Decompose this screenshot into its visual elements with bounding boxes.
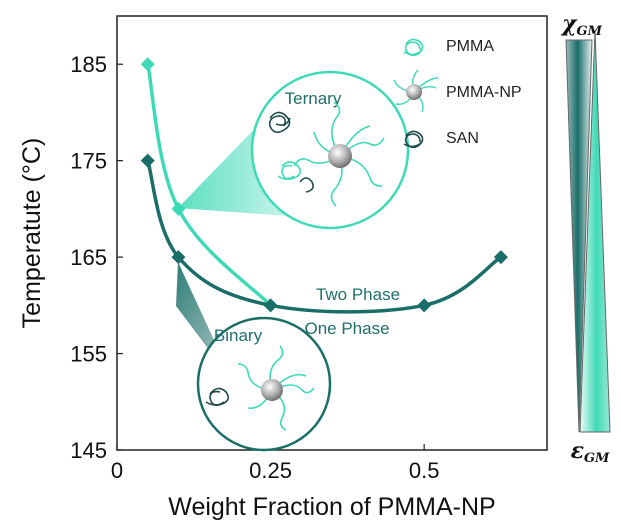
y-tick-label: 175 [70, 149, 107, 174]
binary-label: Binary [214, 326, 263, 345]
two-phase-label: Two Phase [316, 285, 400, 304]
series-2-point [417, 298, 432, 313]
san-chain-binary [205, 387, 230, 406]
side-bars: χGM εGM [560, 11, 611, 466]
ternary-label: Ternary [285, 89, 342, 108]
series-2-point [171, 250, 186, 265]
y-axis-ticks: 145 155 165 175 185 [70, 52, 123, 463]
chi-gm-bar [565, 39, 593, 433]
san-chain-ternary-2 [299, 177, 314, 193]
y-tick-label: 145 [70, 438, 107, 463]
legend-pmma-np-icon [393, 69, 439, 113]
x-tick-label: 0.5 [409, 458, 440, 483]
epsilon-gm-label: εGM [571, 438, 610, 466]
series-2-point [263, 298, 278, 313]
pmma-chain-ternary [277, 161, 302, 180]
x-tick-label: 0.25 [249, 458, 292, 483]
plot-frame [116, 15, 548, 451]
series-layer [140, 57, 508, 314]
pmma-np-particle-ternary [293, 101, 385, 207]
ternary-inset-content [268, 101, 385, 207]
binary-callout-fan [176, 262, 262, 420]
legend-pmma: PMMA [446, 38, 494, 55]
series-1-point [140, 57, 155, 72]
x-axis-ticks: 0 0.25 0.5 [111, 444, 440, 483]
y-tick-label: 185 [70, 52, 107, 77]
series-2-point [140, 153, 155, 168]
x-axis-title: Weight Fraction of PMMA-NP [168, 493, 495, 521]
legend-pmma-np: PMMA-NP [446, 84, 522, 101]
y-axis-title: Temperatute (°C) [18, 138, 46, 329]
legend-pmma-icon [403, 38, 424, 57]
series-1-point [171, 201, 186, 216]
chi-gm-label: χGM [560, 11, 603, 39]
y-tick-label: 155 [70, 342, 107, 367]
x-tick-label: 0 [111, 458, 123, 483]
epsilon-gm-bar [579, 29, 611, 433]
y-tick-label: 165 [70, 245, 107, 270]
legend-san: SAN [446, 130, 479, 147]
binary-inset-content [205, 345, 315, 431]
one-phase-label: One Phase [304, 319, 389, 338]
legend-san-icon [403, 130, 424, 149]
pmma-np-particle-binary [237, 345, 315, 431]
legend: PMMA PMMA-NP SAN [393, 38, 522, 149]
san-chain-ternary [268, 111, 291, 134]
series-2-point [493, 250, 508, 265]
